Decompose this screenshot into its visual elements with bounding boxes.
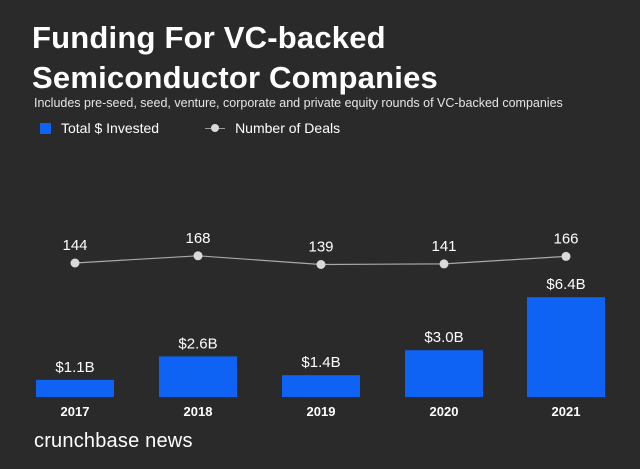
legend: Total $ Invested Number of Deals [40,120,340,136]
deals-value-label: 141 [431,238,456,255]
legend-label-deals: Number of Deals [235,120,341,136]
deals-point [561,251,571,261]
bar [159,356,237,397]
bar-value-label: $2.6B [178,335,217,352]
bar [36,379,114,397]
bar [405,350,483,397]
legend-swatch-bar [40,122,51,134]
deals-value-label: 166 [553,230,578,247]
brand-logo: crunchbase news [34,430,193,452]
deals-point [193,251,203,261]
deals-point [439,259,449,269]
deals-value-label: 139 [308,239,333,256]
deals-point [316,260,326,269]
legend-swatch-line [205,123,226,134]
deals-point [70,258,80,268]
chart-title: Funding For VC-backed Semiconductor Comp… [32,20,438,95]
legend-item-deals: Number of Deals [205,120,340,136]
x-tick-label: 2020 [430,404,459,419]
legend-item-invested: Total $ Invested [40,120,159,136]
bar [527,297,605,397]
x-tick-label: 2019 [307,404,336,419]
deals-value-label: 144 [62,237,87,254]
chart-subtitle: Includes pre-seed, seed, venture, corpor… [34,96,563,110]
bar-value-label: $1.1B [55,359,94,376]
bar-value-label: $1.4B [301,354,340,371]
deals-value-label: 168 [185,230,210,247]
bar-value-label: $3.0B [424,329,463,346]
bar-value-label: $6.4B [546,276,585,293]
legend-label-invested: Total $ Invested [61,120,160,136]
bar [282,375,360,397]
x-tick-label: 2017 [61,404,90,419]
x-tick-label: 2018 [184,404,213,419]
x-tick-label: 2021 [552,404,581,419]
